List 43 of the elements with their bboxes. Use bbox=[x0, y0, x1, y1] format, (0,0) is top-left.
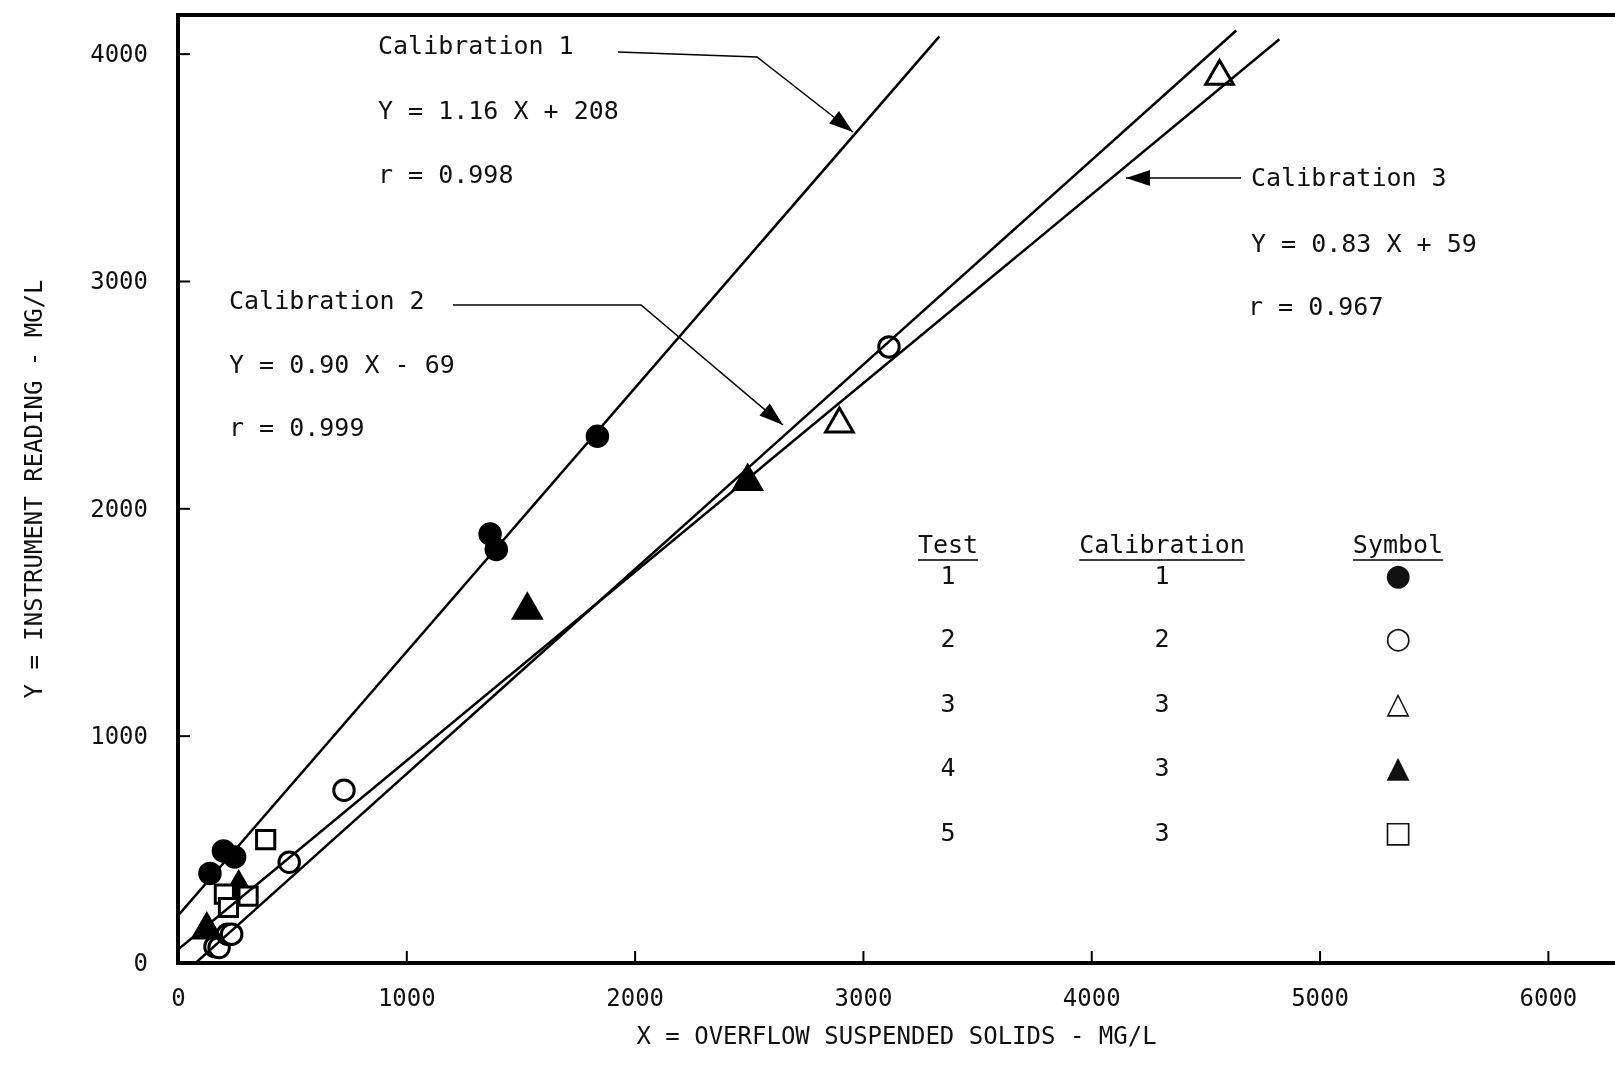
x-tick-label: 3000 bbox=[834, 984, 893, 1013]
annotation: 2 bbox=[940, 624, 956, 653]
annotation: Calibration 1 bbox=[378, 31, 574, 60]
annotation: ● bbox=[1384, 557, 1412, 592]
x-tick-label: 5000 bbox=[1291, 984, 1349, 1013]
annotation: Calibration 3 bbox=[1251, 163, 1447, 192]
y-tick-label: 2000 bbox=[90, 494, 148, 523]
x-axis-title: X = OVERFLOW SUSPENDED SOLIDS - MG/L bbox=[636, 1022, 1157, 1050]
y-tick-label: 0 bbox=[133, 949, 148, 978]
y-tick-label: 3000 bbox=[90, 267, 148, 296]
annotation: ▲ bbox=[1386, 749, 1410, 784]
y-tick-label: 4000 bbox=[90, 39, 148, 68]
annotation: Y = 1.16 X + 208 bbox=[378, 96, 619, 125]
annotation: r = 0.998 bbox=[378, 160, 514, 189]
annotation: 3 bbox=[1154, 689, 1170, 718]
x-tick-label: 0 bbox=[171, 984, 186, 1013]
annotation: ○ bbox=[1384, 620, 1412, 655]
annotation: Y = 0.90 X - 69 bbox=[229, 350, 455, 379]
annotation: 3 bbox=[940, 689, 956, 718]
x-tick-label: 4000 bbox=[1062, 984, 1121, 1013]
annotation: 4 bbox=[940, 753, 956, 782]
annotation: 5 bbox=[940, 818, 956, 847]
annotation: 3 bbox=[1154, 818, 1170, 847]
x-tick-label: 6000 bbox=[1519, 984, 1578, 1013]
annotation: Calibration bbox=[1079, 530, 1245, 559]
annotation: Test bbox=[917, 530, 979, 559]
annotation: r = 0.999 bbox=[229, 413, 365, 442]
annotation: 3 bbox=[1154, 753, 1170, 782]
point bbox=[255, 828, 277, 851]
annotation: □ bbox=[1383, 814, 1413, 849]
annotation: Calibration 2 bbox=[229, 286, 425, 315]
annotation: Y = 0.83 X + 59 bbox=[1251, 229, 1477, 258]
annotation: r = 0.967 bbox=[1248, 292, 1384, 321]
annotation: 2 bbox=[1154, 624, 1170, 653]
y-axis-title: Y = INSTRUMENT READING - MG/L bbox=[20, 279, 48, 699]
y-tick-label: 1000 bbox=[90, 721, 148, 750]
annotation: 1 bbox=[940, 561, 956, 590]
annotation: △ bbox=[1386, 685, 1410, 720]
x-tick-label: 2000 bbox=[606, 984, 665, 1013]
x-tick-label: 1000 bbox=[377, 984, 436, 1013]
annotation: Symbol bbox=[1352, 530, 1444, 559]
point bbox=[332, 778, 356, 802]
annotation: 1 bbox=[1154, 561, 1170, 590]
